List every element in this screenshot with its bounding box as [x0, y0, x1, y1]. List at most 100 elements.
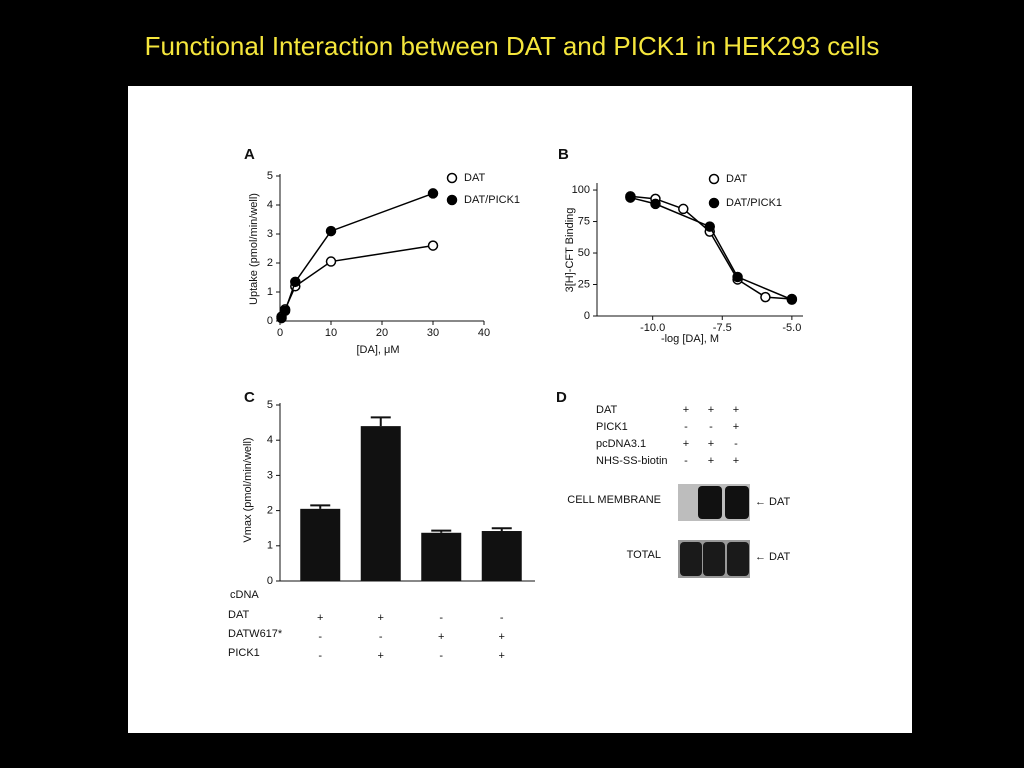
- bar: [360, 426, 401, 581]
- bar: [481, 531, 522, 581]
- y-axis-label: Vmax (pmol/min/well): [242, 437, 254, 542]
- condition-cell: -: [684, 421, 688, 433]
- table-cell: +: [438, 631, 444, 643]
- point: [290, 276, 301, 288]
- condition-cell: +: [708, 404, 714, 416]
- error-bar: [491, 527, 512, 532]
- table-cell: +: [378, 650, 384, 662]
- x-tick-label: -5.0: [782, 322, 801, 334]
- legend-marker: [446, 194, 458, 206]
- error-bar: [310, 504, 331, 509]
- bar: [421, 532, 462, 581]
- condition-cell: +: [708, 455, 714, 467]
- table-row-label: DAT: [228, 609, 249, 621]
- condition-cell: -: [709, 421, 713, 433]
- legend-marker: [708, 173, 720, 185]
- point: [732, 271, 743, 283]
- point: [427, 188, 439, 199]
- table-cell: +: [317, 612, 323, 624]
- condition-cell: +: [708, 438, 714, 450]
- x-tick-label: -7.5: [713, 322, 732, 334]
- y-axis-label: 3[H]-CFT Binding: [564, 208, 576, 293]
- condition-label: DAT: [596, 404, 617, 416]
- table-cell: +: [499, 650, 505, 662]
- y-tick-label: 75: [578, 215, 590, 227]
- y-tick-label: 3: [267, 469, 273, 481]
- y-tick-label: 2: [267, 257, 273, 269]
- legend-label: DAT: [726, 173, 747, 185]
- table-title: cDNA: [230, 589, 259, 601]
- condition-label: NHS-SS-biotin: [596, 455, 668, 467]
- x-tick-label: -10.0: [640, 322, 665, 334]
- table-row-label: PICK1: [228, 647, 260, 659]
- y-tick-label: 100: [572, 184, 590, 196]
- y-tick-label: 4: [267, 199, 273, 211]
- x-tick-label: 10: [325, 327, 337, 339]
- y-tick-label: 0: [267, 575, 273, 587]
- error-bar: [370, 416, 391, 427]
- x-tick-label: 0: [277, 327, 283, 339]
- table-cell: -: [379, 631, 383, 643]
- y-tick-label: 5: [267, 399, 273, 411]
- table-cell: -: [439, 650, 443, 662]
- x-axis-label: [DA], μM: [356, 344, 399, 356]
- figure: [128, 86, 912, 733]
- blot-row-label: CELL MEMBRANE: [567, 494, 661, 506]
- x-tick-label: 40: [478, 327, 490, 339]
- legend-marker: [708, 197, 720, 209]
- y-tick-label: 5: [267, 170, 273, 182]
- condition-cell: +: [683, 438, 689, 450]
- point: [625, 192, 636, 203]
- point: [325, 225, 337, 237]
- point: [678, 203, 689, 215]
- panel-label: B: [558, 146, 569, 163]
- y-tick-label: 1: [267, 540, 273, 552]
- table-cell: -: [318, 650, 322, 662]
- condition-cell: -: [734, 438, 738, 450]
- point: [325, 256, 337, 267]
- table-cell: -: [318, 631, 322, 643]
- point: [760, 291, 771, 303]
- table-cell: +: [378, 612, 384, 624]
- condition-cell: +: [733, 404, 739, 416]
- gel-band: [703, 542, 725, 576]
- table-cell: +: [499, 631, 505, 643]
- blot-band-label: ← DAT: [755, 551, 791, 563]
- gel-band: [725, 486, 749, 519]
- condition-cell: +: [733, 421, 739, 433]
- blot-row-label: TOTAL: [627, 549, 661, 561]
- legend-label: DAT/PICK1: [726, 197, 782, 209]
- slide-title: Functional Interaction between DAT and P…: [145, 31, 880, 61]
- y-tick-label: 4: [267, 434, 273, 446]
- table-cell: -: [500, 612, 504, 624]
- y-tick-label: 25: [578, 278, 590, 290]
- x-tick-label: 30: [427, 327, 439, 339]
- condition-cell: +: [683, 404, 689, 416]
- legend-label: DAT/PICK1: [464, 194, 520, 206]
- table-row-label: DATW617*: [228, 628, 283, 640]
- condition-cell: +: [733, 455, 739, 467]
- gel-band: [727, 542, 749, 576]
- legend-label: DAT: [464, 172, 485, 184]
- legend-marker: [446, 172, 458, 184]
- point: [786, 294, 798, 305]
- gel-band: [698, 486, 722, 519]
- condition-label: PICK1: [596, 421, 628, 433]
- x-axis-label: -log [DA], M: [661, 333, 719, 345]
- condition-label: pcDNA3.1: [596, 438, 646, 450]
- y-tick-label: 1: [267, 286, 273, 298]
- gel-band: [680, 542, 702, 576]
- point: [704, 221, 715, 232]
- table-cell: -: [439, 612, 443, 624]
- y-axis-label: Uptake (pmol/min/well): [248, 193, 260, 305]
- y-tick-label: 0: [267, 315, 273, 327]
- bar: [300, 508, 341, 581]
- point: [427, 240, 439, 251]
- y-tick-label: 3: [267, 228, 273, 240]
- y-tick-label: 50: [578, 247, 590, 259]
- panel-label: C: [244, 389, 255, 406]
- y-tick-label: 2: [267, 505, 273, 517]
- y-tick-label: 0: [584, 310, 590, 322]
